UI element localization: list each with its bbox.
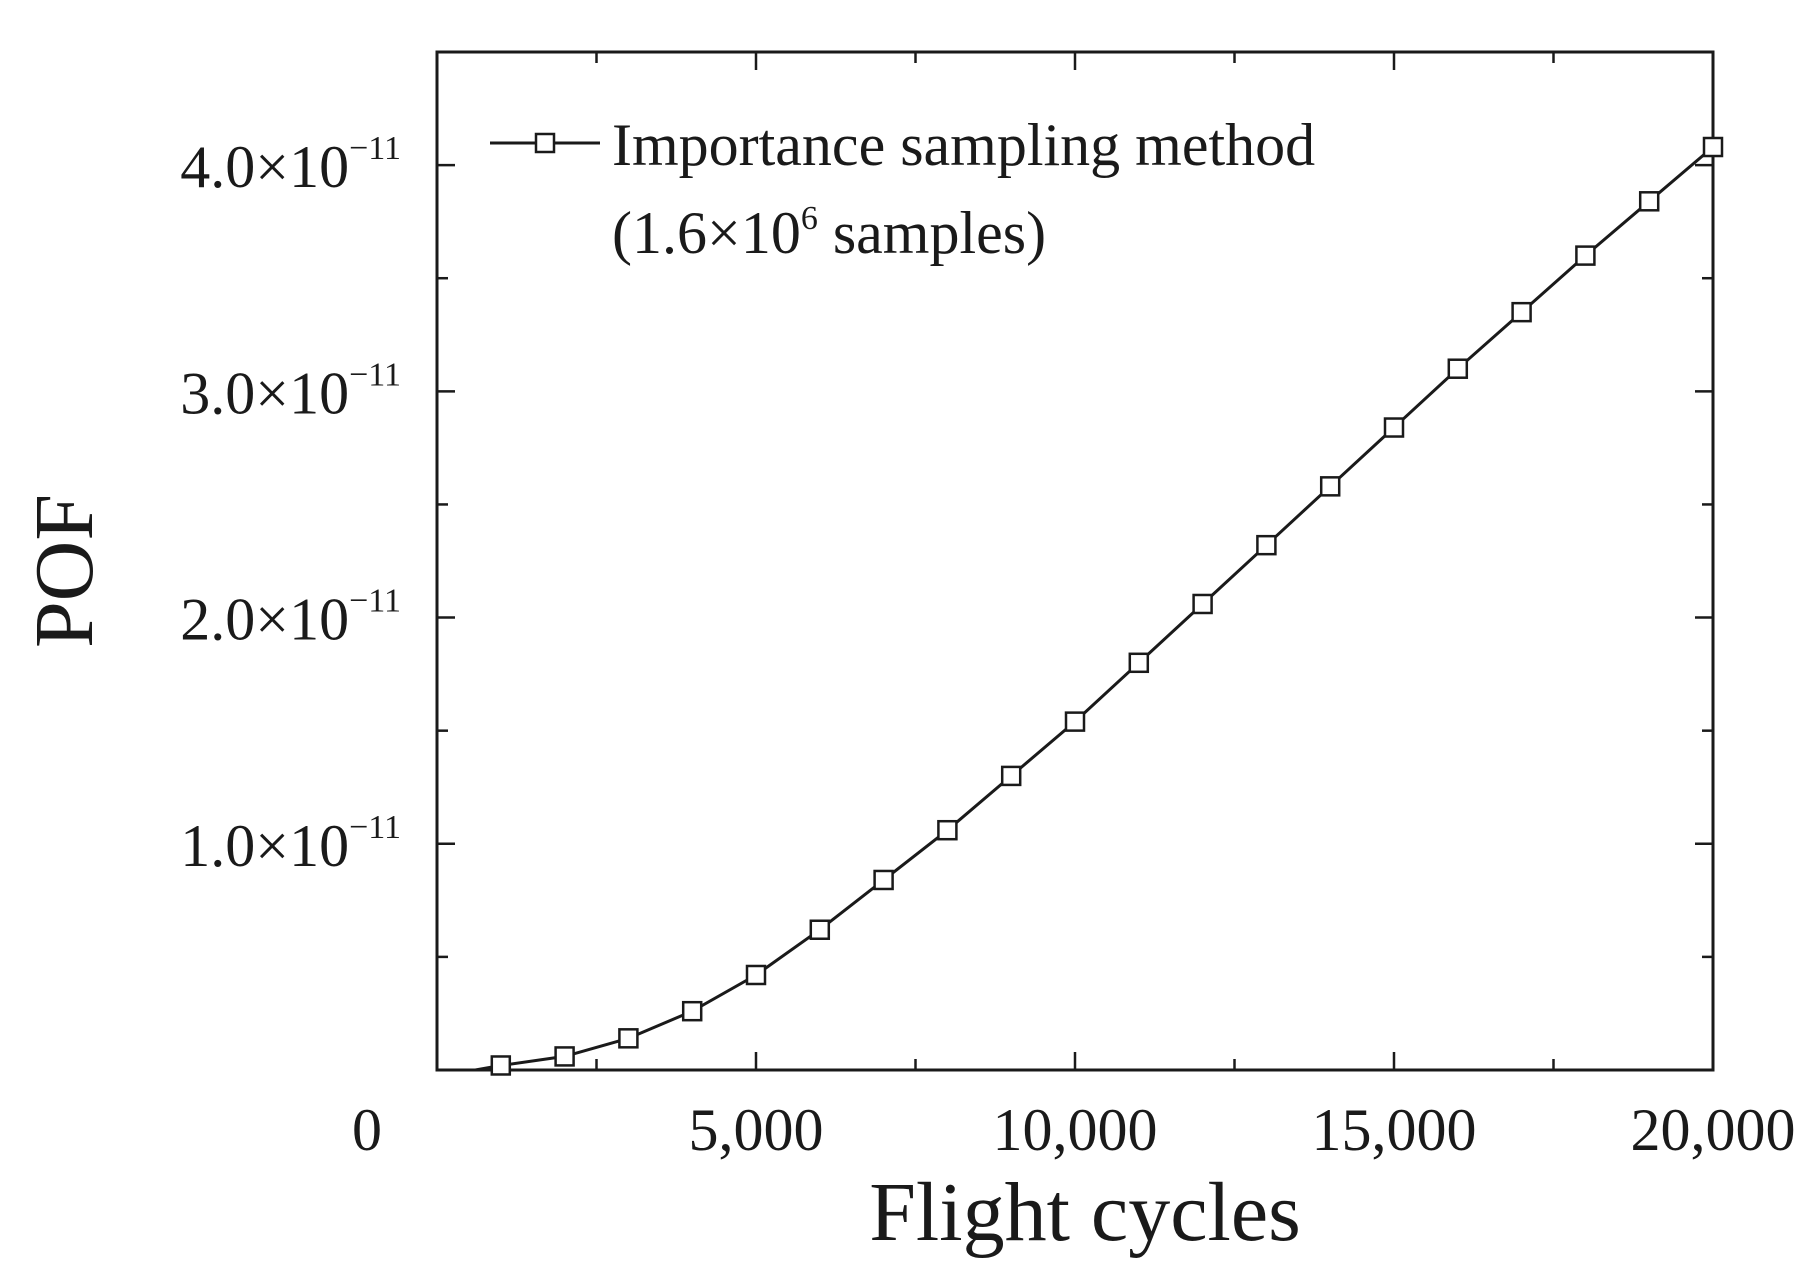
legend-marker <box>534 132 556 154</box>
y-tick-label: 4.0×10−11 <box>180 130 401 200</box>
y-tick-label: 3.0×10−11 <box>180 356 401 426</box>
data-point <box>490 1055 512 1076</box>
legend: Importance sampling method (1.6×106 samp… <box>490 112 1315 266</box>
data-point <box>873 869 894 891</box>
data-point <box>1702 136 1724 158</box>
data-point <box>1511 301 1532 323</box>
data-point <box>1192 593 1213 615</box>
data-point <box>681 1000 703 1022</box>
x-tick-label: 0 <box>352 1097 382 1163</box>
series-line <box>475 145 1714 1072</box>
data-point <box>1128 652 1150 674</box>
x-axis-title: Flight cycles <box>869 1166 1301 1259</box>
y-tick-label: 2.0×10−11 <box>180 583 401 653</box>
data-point <box>618 1028 639 1049</box>
x-tick-label: 20,000 <box>1631 1097 1796 1163</box>
data-point <box>1256 534 1277 556</box>
data-point <box>1319 476 1341 497</box>
legend-label-suffix: samples) <box>818 200 1046 266</box>
x-tick-label: 5,000 <box>689 1097 824 1163</box>
series <box>475 136 1724 1076</box>
data-point <box>809 919 831 940</box>
data-point <box>1000 765 1022 787</box>
data-point <box>1447 358 1469 379</box>
data-point <box>554 1046 575 1067</box>
legend-label-line2: (1.6×106 samples) <box>612 200 1046 266</box>
data-point <box>1575 245 1596 266</box>
x-tick-label: 15,000 <box>1312 1097 1477 1163</box>
data-point <box>1383 417 1405 438</box>
y-axis-title: POF <box>18 494 111 648</box>
legend-label-prefix: (1.6×10 <box>612 200 801 266</box>
data-point <box>937 819 958 841</box>
data-point <box>1064 711 1086 732</box>
ticks: 0 5,000 10,000 15,000 20,000 1.0×10−11 2.0×10−… <box>180 52 1796 1163</box>
legend-label-line1: Importance sampling method <box>612 112 1315 178</box>
data-point <box>1638 191 1660 212</box>
data-point <box>745 964 767 986</box>
y-tick-label: 1.0×10−11 <box>180 809 401 879</box>
legend-label-superscript: 6 <box>801 200 818 237</box>
x-tick-label: 10,000 <box>993 1097 1158 1163</box>
